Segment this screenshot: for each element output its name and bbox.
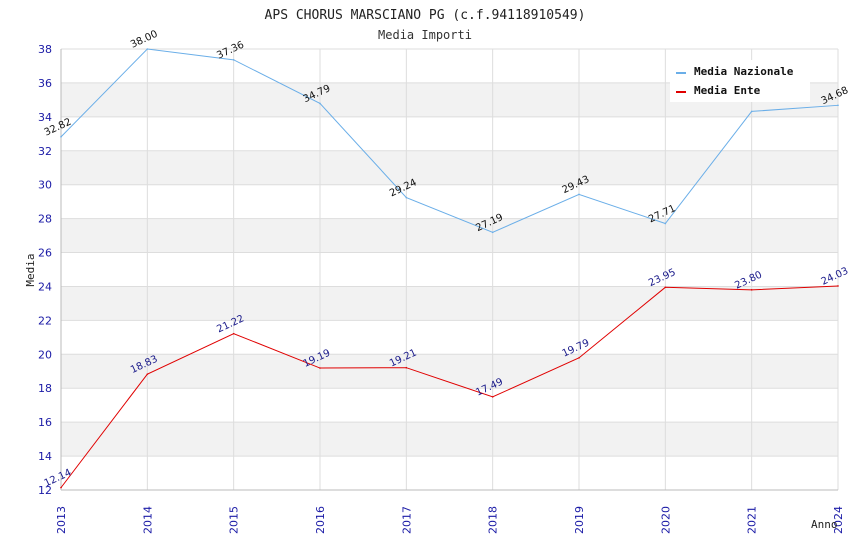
y-tick-label: 18 (38, 382, 52, 395)
x-tick-label: 2020 (659, 506, 672, 534)
data-point (405, 366, 408, 369)
data-point (232, 59, 235, 61)
data-point (60, 136, 62, 138)
chart-subtitle: Media Importi (378, 28, 472, 42)
chart-title: APS CHORUS MARSCIANO PG (c.f.94118910549… (265, 8, 586, 23)
data-label: 24.03 (820, 266, 850, 288)
data-point (491, 396, 494, 398)
data-point (232, 332, 235, 335)
grid-lines (60, 48, 839, 491)
x-tick-label: 2015 (228, 506, 241, 534)
grid-band (61, 286, 838, 321)
data-point (146, 373, 149, 375)
data-point (319, 102, 321, 105)
x-tick-label: 2019 (573, 506, 586, 534)
data-label: 37.36 (215, 40, 246, 62)
data-point (837, 104, 839, 107)
series-line (60, 48, 839, 233)
legend-label-media-nazionale: Media Nazionale (694, 65, 794, 78)
y-tick-label: 34 (38, 111, 52, 124)
data-point (578, 357, 580, 359)
data-label: 12.14 (43, 467, 74, 489)
legend-box (670, 60, 810, 102)
data-label: 23.95 (647, 267, 678, 289)
legend-label-media-ente: Media Ente (694, 84, 761, 97)
data-point (664, 222, 667, 225)
y-tick-label: 12 (38, 484, 52, 497)
grid-band (61, 422, 838, 457)
x-axis-ticks: 2013 2014 2015 2016 2017 2018 2019 2020 2021 2024 (55, 506, 845, 534)
x-tick-label: 2014 (141, 506, 154, 534)
legend: Media Nazionale Media Ente (670, 60, 810, 102)
data-label: 38.00 (129, 29, 160, 51)
x-tick-label: 2021 (746, 506, 759, 534)
y-tick-label: 36 (38, 77, 52, 90)
y-axis-ticks: 12 14 16 18 20 22 24 26 28 30 32 34 36 38 (38, 43, 52, 497)
data-point (60, 486, 62, 489)
y-tick-label: 26 (38, 247, 52, 260)
data-point (837, 285, 839, 287)
data-point (319, 367, 321, 369)
x-tick-label: 2018 (487, 506, 500, 534)
x-tick-label: 2017 (400, 506, 413, 534)
grid-band (61, 218, 838, 253)
x-tick-label: 2016 (314, 506, 327, 534)
data-point (405, 196, 408, 199)
data-point (146, 48, 149, 50)
y-tick-label: 22 (38, 314, 52, 327)
grid-band (61, 354, 838, 389)
y-tick-label: 38 (38, 43, 52, 56)
data-point (578, 193, 580, 196)
y-tick-label: 14 (38, 450, 52, 463)
y-tick-label: 32 (38, 145, 52, 158)
x-axis-label: Anno (811, 518, 838, 531)
data-point (664, 286, 667, 289)
data-point (750, 110, 753, 113)
data-point (491, 231, 494, 234)
y-tick-label: 28 (38, 213, 52, 226)
grid-bands (61, 82, 838, 457)
y-tick-label: 16 (38, 416, 52, 429)
x-tick-label: 2024 (832, 506, 845, 534)
series-line (60, 285, 839, 488)
y-tick-label: 20 (38, 348, 52, 361)
y-tick-label: 24 (38, 280, 52, 293)
y-tick-label: 30 (38, 179, 52, 192)
data-point (750, 289, 753, 291)
y-axis-label: Media (24, 253, 37, 286)
grid-band (61, 150, 838, 185)
x-tick-label: 2013 (55, 506, 68, 534)
